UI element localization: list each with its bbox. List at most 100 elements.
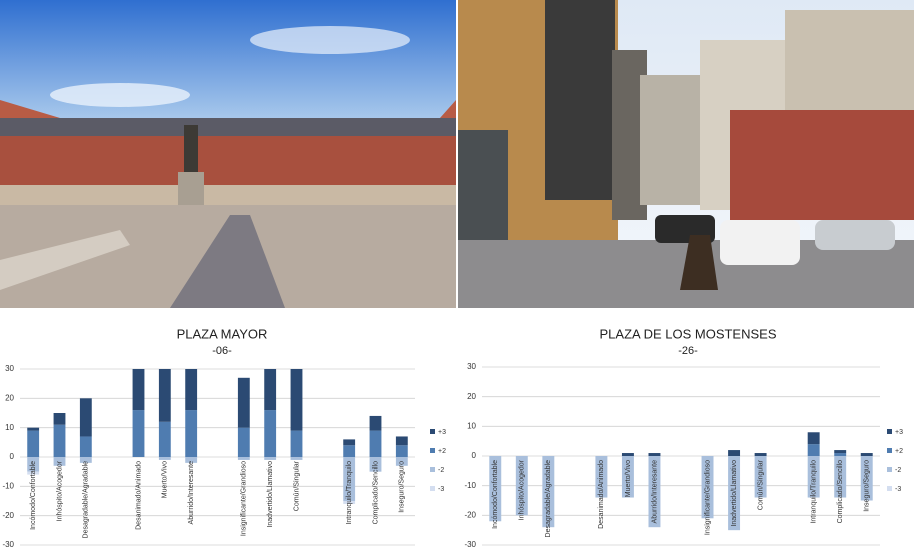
x-tick-label: Muerto/Vivo	[162, 461, 169, 498]
y-tick-label: 20	[467, 392, 476, 401]
legend-label: +2	[895, 448, 903, 455]
y-tick-label: 0	[472, 451, 477, 460]
bar-segment	[343, 439, 356, 446]
bar-segment	[53, 413, 66, 425]
bar-segment	[860, 453, 873, 456]
legend-label: -3	[895, 486, 901, 493]
x-tick-label: Inseguro/Seguro	[864, 460, 871, 512]
legend-label: +3	[895, 429, 903, 436]
bar-segment	[648, 453, 661, 456]
x-tick-label: Aburrido/Interesante	[188, 461, 195, 525]
y-tick-label: -20	[464, 510, 476, 519]
bar-segment	[728, 450, 741, 456]
y-tick-label: -10	[2, 481, 14, 490]
legend-label: +3	[438, 429, 446, 436]
legend-label: +2	[438, 448, 446, 455]
bar-segment	[648, 456, 661, 528]
x-tick-label: Inhóspito/Acogedor	[519, 459, 526, 520]
bar-segment	[621, 456, 634, 498]
bar-segment	[395, 436, 408, 446]
bar-segment	[27, 427, 40, 431]
x-tick-label: Inseguro/Seguro	[399, 461, 406, 513]
x-tick-label: Desagradable/Agradable	[545, 460, 552, 538]
x-tick-label: Inadvertido/Llamativo	[731, 460, 738, 527]
chart-subtitle: -06-	[212, 345, 232, 357]
bar-segment	[290, 457, 303, 460]
bar-segment	[754, 456, 767, 498]
bar-segment	[515, 456, 528, 516]
bar-segment	[595, 456, 608, 498]
x-tick-label: Complicado/Sencillo	[837, 460, 844, 524]
legend-swatch	[887, 429, 892, 434]
photo-plaza-mayor	[0, 0, 456, 308]
bar-segment	[369, 415, 382, 431]
bar-segment	[185, 457, 198, 463]
y-tick-label: 10	[5, 423, 14, 432]
bar-segment	[79, 398, 92, 437]
bar-segment	[158, 457, 171, 460]
bar-segment	[343, 501, 356, 504]
bar-segment	[489, 456, 502, 522]
bar-segment	[158, 421, 171, 457]
legend-swatch	[430, 486, 435, 491]
bar-segment	[369, 457, 382, 472]
bar-segment	[807, 444, 820, 456]
bar-segment	[807, 456, 820, 498]
bar-segment	[79, 436, 92, 457]
y-tick-label: 20	[5, 393, 14, 402]
x-tick-label: Insignificante/Grandioso	[241, 461, 248, 536]
bar-segment	[343, 445, 356, 457]
bar-segment	[53, 457, 66, 466]
y-tick-label: 0	[10, 452, 15, 461]
x-tick-label: Complicado/Sencillo	[372, 461, 379, 525]
chart-title: PLAZA MAYOR	[177, 326, 268, 341]
x-tick-label: Insignificante/Grandioso	[704, 460, 711, 535]
bar-segment	[237, 427, 250, 457]
legend-label: -3	[438, 486, 444, 493]
bar-segment	[542, 456, 555, 528]
bar-segment	[834, 453, 847, 456]
bar-segment	[728, 456, 741, 531]
legend-swatch	[430, 448, 435, 453]
bar-segment	[621, 453, 634, 456]
bar-segment	[158, 369, 171, 422]
bar-segment	[264, 457, 277, 460]
bar-segment	[237, 457, 250, 460]
y-tick-label: 30	[5, 364, 14, 373]
legend-label: -2	[895, 467, 901, 474]
bar-segment	[237, 377, 250, 428]
x-tick-label: Intranquilo/Tranquilo	[811, 460, 818, 524]
x-tick-label: Desanimado/Animado	[135, 461, 142, 530]
bar-segment	[860, 456, 873, 501]
x-tick-label: Intranquilo/Tranquilo	[346, 461, 353, 525]
x-tick-label: Inadvertido/Llamativo	[267, 461, 274, 528]
x-tick-label: Muerto/Vivo	[625, 460, 632, 497]
bar-segment	[79, 457, 92, 463]
chart-title: PLAZA DE LOS MOSTENSES	[600, 326, 777, 341]
y-tick-label: 30	[467, 362, 476, 371]
bar-segment	[290, 369, 303, 431]
bar-segment	[27, 471, 40, 475]
y-tick-label: -30	[2, 540, 14, 548]
legend-swatch	[430, 467, 435, 472]
x-tick-label: Inhóspito/Acogedor	[56, 460, 63, 521]
x-tick-label: Incómodo/Confortable	[492, 460, 499, 529]
bar-segment	[53, 424, 66, 457]
bar-segment	[395, 445, 408, 457]
x-tick-label: Común/Singular	[757, 459, 764, 510]
y-tick-label: -20	[2, 511, 14, 520]
y-tick-label: -30	[464, 540, 476, 548]
legend-swatch	[887, 467, 892, 472]
x-tick-label: Aburrido/Interesante	[651, 460, 658, 524]
x-tick-label: Común/Singular	[293, 460, 300, 511]
legend-swatch	[887, 486, 892, 491]
bar-segment	[834, 456, 847, 498]
y-tick-label: -10	[464, 481, 476, 490]
bar-segment	[807, 432, 820, 445]
legend-swatch	[430, 429, 435, 434]
bar-segment	[290, 430, 303, 457]
legend-swatch	[887, 448, 892, 453]
photo-plaza-mostenses	[458, 0, 914, 308]
bar-segment	[132, 410, 145, 457]
